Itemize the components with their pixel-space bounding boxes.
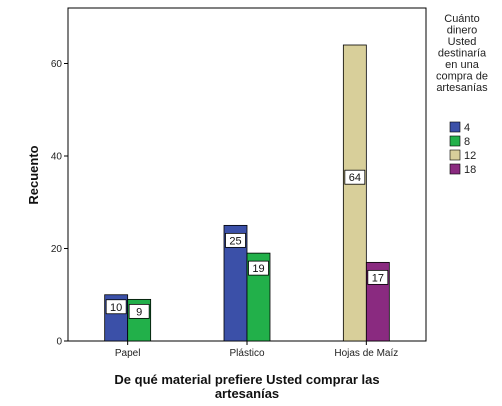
data-label-box bbox=[367, 269, 389, 285]
data-label-box bbox=[105, 299, 127, 315]
y-tick-label: 40 bbox=[51, 152, 63, 163]
data-label-box bbox=[344, 169, 366, 185]
bars-group bbox=[104, 44, 390, 342]
data-labels-group: 10 9 25 19 64 17 bbox=[105, 169, 389, 319]
legend-entry-label: 12 bbox=[464, 150, 476, 162]
y-axis-title: Recuento bbox=[26, 145, 41, 204]
data-label: 64 bbox=[349, 172, 361, 184]
x-tick-label: Hojas de Maíz bbox=[334, 348, 398, 359]
legend-swatch bbox=[449, 121, 461, 133]
legend-swatch bbox=[449, 149, 461, 161]
legend-title-line: destinaría bbox=[438, 48, 487, 60]
legend-entry-label: 4 bbox=[464, 122, 470, 134]
x-axis: Papel Plástico Hojas de Maíz bbox=[115, 341, 398, 359]
y-axis: 0 20 40 60 bbox=[51, 59, 68, 348]
data-label: 19 bbox=[252, 263, 264, 275]
bar bbox=[342, 44, 367, 342]
legend-entry-label: 18 bbox=[464, 164, 476, 176]
x-tick-label: Papel bbox=[115, 348, 141, 359]
legend-swatch bbox=[449, 163, 461, 175]
y-tick-label: 60 bbox=[51, 59, 63, 70]
legend-title-line: Cuánto bbox=[444, 13, 479, 25]
legend-title-line: dinero bbox=[447, 25, 478, 37]
legend-swatch bbox=[449, 135, 461, 147]
y-tick-label: 0 bbox=[56, 337, 62, 348]
data-label-box bbox=[248, 260, 269, 276]
legend-entry-label: 8 bbox=[464, 136, 470, 148]
legend-title-line: compra de bbox=[436, 71, 488, 83]
y-tick-label: 20 bbox=[51, 244, 63, 255]
data-label: 10 bbox=[110, 302, 122, 314]
data-label: 25 bbox=[229, 235, 241, 247]
data-label: 9 bbox=[136, 306, 142, 318]
data-label-box bbox=[128, 303, 150, 319]
legend-title-line: en una bbox=[445, 59, 480, 71]
data-label-box bbox=[225, 232, 246, 248]
x-axis-title-line2: artesanías bbox=[215, 386, 279, 401]
data-label: 17 bbox=[372, 272, 384, 284]
x-axis-title-line1: De qué material prefiere Usted comprar l… bbox=[114, 372, 379, 387]
x-tick-label: Plástico bbox=[229, 348, 264, 359]
legend-title-line: artesanías bbox=[436, 82, 488, 94]
legend-title-line: Usted bbox=[448, 36, 477, 48]
